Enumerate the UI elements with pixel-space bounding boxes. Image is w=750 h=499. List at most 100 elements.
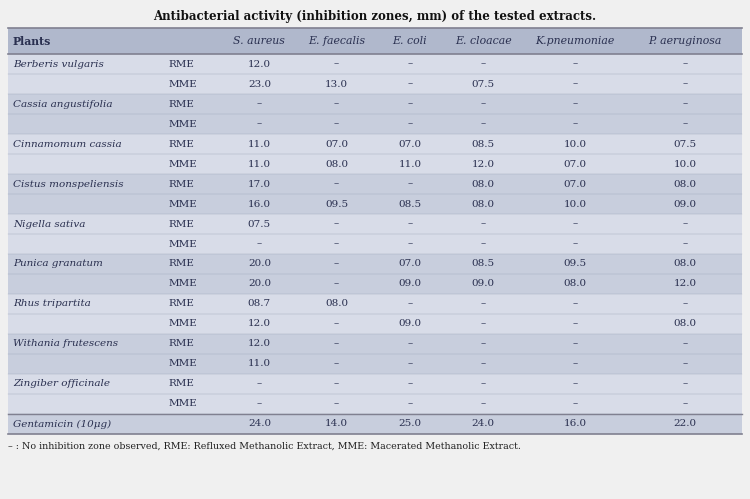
Text: –: – <box>682 339 688 348</box>
Bar <box>8 334 742 374</box>
Text: 08.5: 08.5 <box>472 259 495 268</box>
Bar <box>8 294 742 334</box>
Text: Rhus tripartita: Rhus tripartita <box>13 299 91 308</box>
Text: –: – <box>334 380 339 389</box>
Text: –: – <box>334 59 339 68</box>
Text: MME: MME <box>169 200 197 209</box>
Text: 12.0: 12.0 <box>248 339 271 348</box>
Text: 11.0: 11.0 <box>248 160 271 169</box>
Text: –: – <box>481 240 486 249</box>
Text: MME: MME <box>169 319 197 328</box>
Text: MME: MME <box>169 160 197 169</box>
Text: RME: RME <box>169 259 195 268</box>
Text: 12.0: 12.0 <box>248 59 271 68</box>
Text: MME: MME <box>169 359 197 368</box>
Text: –: – <box>407 79 413 88</box>
Text: –: – <box>682 79 688 88</box>
Text: 08.0: 08.0 <box>472 180 495 189</box>
Text: MME: MME <box>169 400 197 409</box>
Text: –: – <box>572 220 578 229</box>
Text: 08.0: 08.0 <box>325 299 348 308</box>
Text: –: – <box>407 400 413 409</box>
Text: 09.0: 09.0 <box>472 279 495 288</box>
Text: 10.0: 10.0 <box>563 200 586 209</box>
Text: –: – <box>407 299 413 308</box>
Text: –: – <box>572 339 578 348</box>
Text: 10.0: 10.0 <box>674 160 697 169</box>
Bar <box>8 214 742 254</box>
Text: –: – <box>682 119 688 129</box>
Text: MME: MME <box>169 119 197 129</box>
Text: –: – <box>572 359 578 368</box>
Text: 08.5: 08.5 <box>472 140 495 149</box>
Text: –: – <box>407 240 413 249</box>
Text: –: – <box>682 99 688 108</box>
Bar <box>8 374 742 414</box>
Bar <box>8 134 742 174</box>
Text: RME: RME <box>169 299 195 308</box>
Text: RME: RME <box>169 140 195 149</box>
Text: –: – <box>572 299 578 308</box>
Text: 23.0: 23.0 <box>248 79 271 88</box>
Text: –: – <box>407 119 413 129</box>
Text: RME: RME <box>169 220 195 229</box>
Text: –: – <box>682 59 688 68</box>
Text: RME: RME <box>169 339 195 348</box>
Text: 12.0: 12.0 <box>248 319 271 328</box>
Text: 08.5: 08.5 <box>398 200 422 209</box>
Bar <box>8 414 742 434</box>
Text: –: – <box>334 339 339 348</box>
Text: 08.0: 08.0 <box>472 200 495 209</box>
Text: –: – <box>682 220 688 229</box>
Text: –: – <box>481 380 486 389</box>
Text: RME: RME <box>169 99 195 108</box>
Text: –: – <box>407 99 413 108</box>
Text: 22.0: 22.0 <box>674 420 697 429</box>
Text: Cinnamomum cassia: Cinnamomum cassia <box>13 140 122 149</box>
Text: 11.0: 11.0 <box>248 359 271 368</box>
Text: –: – <box>481 99 486 108</box>
Text: 11.0: 11.0 <box>248 140 271 149</box>
Bar <box>8 174 742 214</box>
Text: RME: RME <box>169 380 195 389</box>
Text: 07.5: 07.5 <box>472 79 495 88</box>
Text: 07.0: 07.0 <box>563 180 586 189</box>
Text: 14.0: 14.0 <box>325 420 348 429</box>
Text: 20.0: 20.0 <box>248 279 271 288</box>
Text: Withania frutescens: Withania frutescens <box>13 339 119 348</box>
Text: 08.0: 08.0 <box>674 259 697 268</box>
Text: –: – <box>682 380 688 389</box>
Text: 09.5: 09.5 <box>563 259 586 268</box>
Text: Plants: Plants <box>13 35 51 46</box>
Text: 07.5: 07.5 <box>248 220 271 229</box>
Text: –: – <box>572 119 578 129</box>
Text: –: – <box>256 240 262 249</box>
Text: Punica granatum: Punica granatum <box>13 259 103 268</box>
Text: –: – <box>572 380 578 389</box>
Text: –: – <box>481 400 486 409</box>
Text: –: – <box>256 380 262 389</box>
Text: 24.0: 24.0 <box>472 420 495 429</box>
Text: Zingiber officinale: Zingiber officinale <box>13 380 110 389</box>
Text: Berberis vulgaris: Berberis vulgaris <box>13 59 104 68</box>
Text: E. coli: E. coli <box>392 36 427 46</box>
Text: E. faecalis: E. faecalis <box>308 36 365 46</box>
Bar <box>8 94 742 134</box>
Text: 09.0: 09.0 <box>674 200 697 209</box>
Text: –: – <box>334 119 339 129</box>
Text: –: – <box>334 99 339 108</box>
Text: 25.0: 25.0 <box>398 420 422 429</box>
Text: K.pneumoniae: K.pneumoniae <box>536 36 615 46</box>
Text: –: – <box>481 359 486 368</box>
Text: –: – <box>481 119 486 129</box>
Text: –: – <box>334 400 339 409</box>
Text: –: – <box>481 59 486 68</box>
Text: –: – <box>407 380 413 389</box>
Text: –: – <box>334 279 339 288</box>
Text: –: – <box>407 359 413 368</box>
Text: –: – <box>334 359 339 368</box>
Text: 07.0: 07.0 <box>563 160 586 169</box>
Text: Antibacterial activity (inhibition zones, mm) of the tested extracts.: Antibacterial activity (inhibition zones… <box>154 10 596 23</box>
Text: Gentamicin (10μg): Gentamicin (10μg) <box>13 420 111 429</box>
Text: –: – <box>572 240 578 249</box>
